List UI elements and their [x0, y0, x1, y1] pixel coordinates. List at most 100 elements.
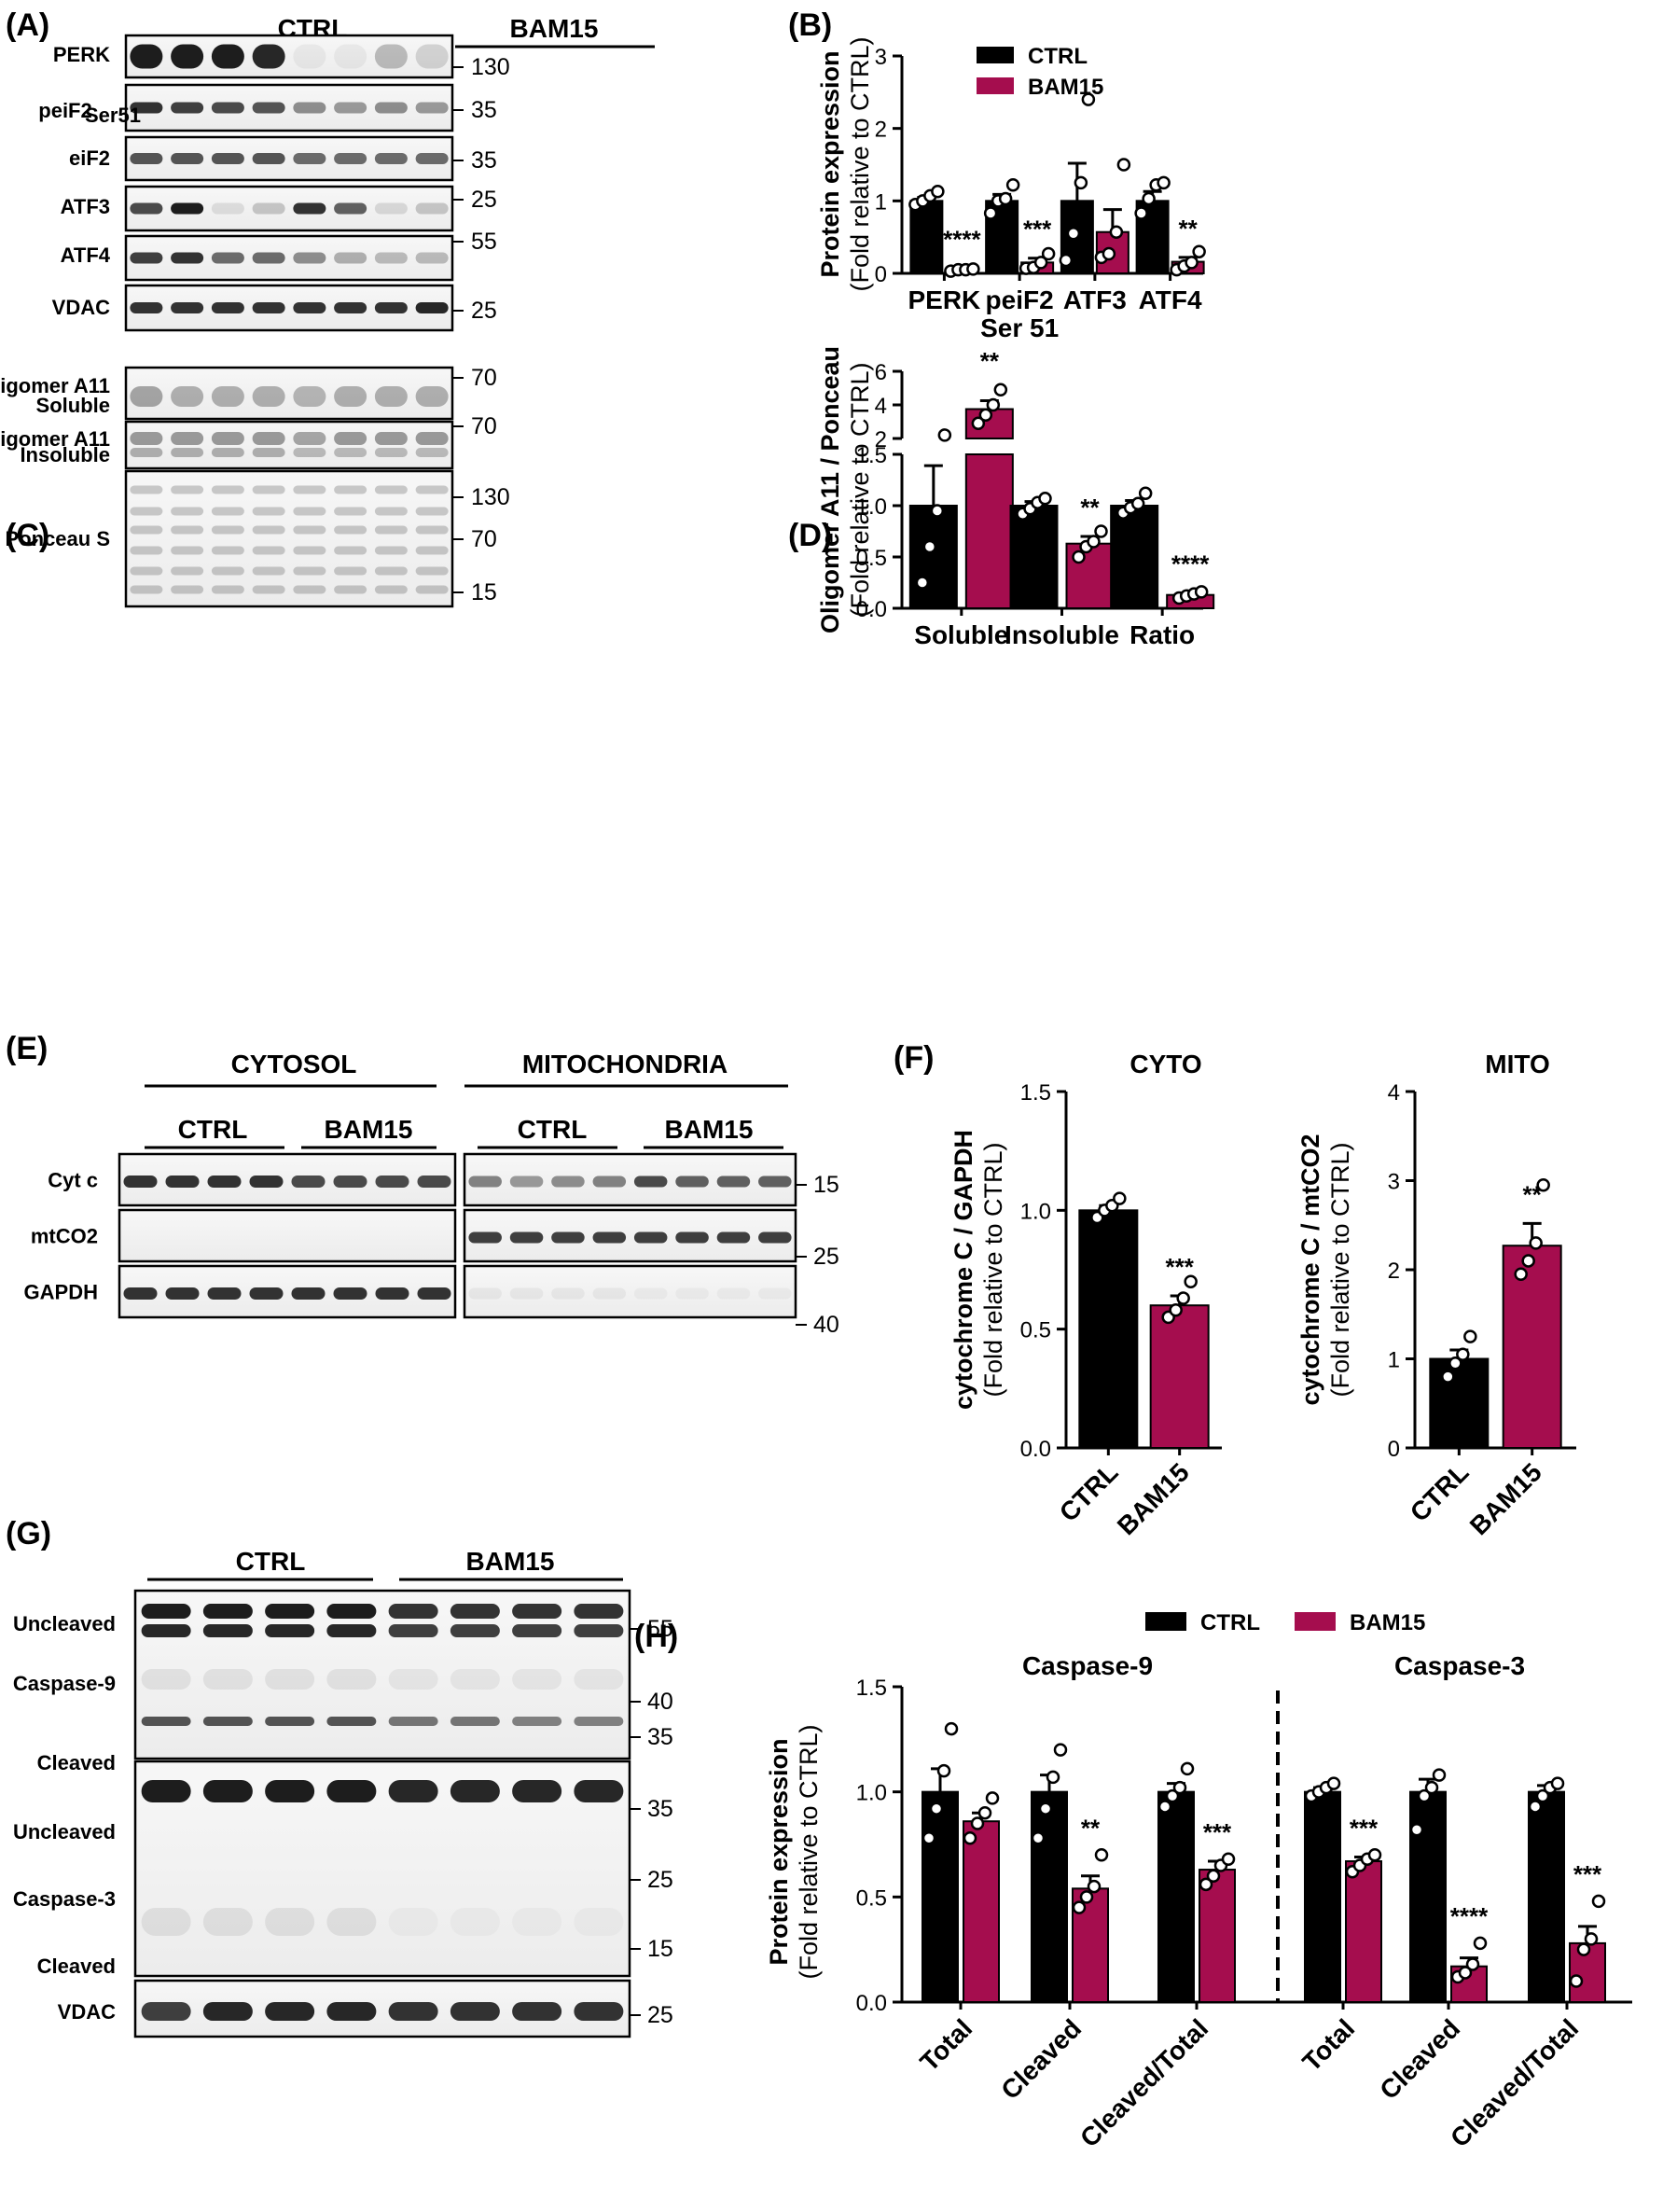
blot-c-band-row-2b-lane-1: [130, 448, 163, 457]
blot-a-band-row-6-lane-2: [171, 302, 204, 313]
chart-f-mito: 0 1 2 3 4 cytochrome C / mtCO2 (Fold relative …: [1296, 1050, 1576, 1540]
chart-d-dots-1-0-point-4: [1038, 492, 1052, 506]
blot-g-mw-5: 25: [647, 1867, 673, 1893]
blot-e-cyto-band-1-lane-6: [333, 1176, 367, 1188]
chart-h-dots-1-0-point-2: [1038, 1802, 1053, 1816]
blot-e-mito-band-1-lane-3: [551, 1176, 585, 1188]
chart-d-cat-2: Ratio: [1129, 620, 1195, 649]
blot-c-ponceau-band-1-lane-2: [171, 485, 204, 494]
blot-g-casp3-uncleaved-lane-6: [450, 1780, 500, 1802]
chart-h-dots-4-1-point-3: [1465, 1957, 1480, 1971]
blot-a-band-row-6-lane-5: [293, 302, 326, 313]
panel-letter-b: (B): [788, 7, 832, 43]
chart-f-cyto-dots-1-point-2: [1169, 1303, 1183, 1317]
blot-c-label-1: Oligomer A11: [0, 374, 110, 397]
chart-f-cyto-y-tick-label-1: 0.5: [1020, 1318, 1051, 1343]
blot-c-band-row-1-lane-8: [415, 386, 449, 407]
chart-h-dots-1-1-point-2: [1079, 1890, 1094, 1904]
chart-h-dots-2-0-point-3: [1172, 1780, 1187, 1795]
blot-c-ponceau-band-6-lane-5: [293, 585, 326, 594]
chart-d-dots-0-0-point-3: [930, 504, 945, 518]
chart-f-mito-dots-0-point-4: [1463, 1329, 1477, 1343]
blot-c-label-3: Ponceau S: [6, 527, 110, 550]
chart-d-sig-1: **: [1080, 494, 1100, 522]
blot-g-label-5: Caspase-3: [13, 1887, 116, 1911]
chart-f-mito-y-tick-label-4: 4: [1388, 1080, 1400, 1106]
blot-g-label-7: VDAC: [58, 2000, 116, 2024]
chart-d-dots-0-1-point-1: [971, 416, 986, 431]
blot-g-casp9-cleaved-lane-2: [202, 1717, 253, 1726]
blot-c-ponceau-band-6-lane-4: [252, 585, 285, 594]
blot-e-sub-ctrl-2: CTRL: [518, 1115, 588, 1144]
blot-e-mito-band-3-lane-5: [633, 1287, 668, 1300]
chart-h-dots-2-0-point-2: [1165, 1788, 1180, 1803]
chart-b-dots-0-1-point-4: [966, 262, 980, 276]
blot-c-ponceau-band-5-lane-3: [211, 566, 244, 576]
blot-g-vdac-band-lane-1: [141, 2002, 191, 2021]
chart-h-ylabel-1: Protein expression: [765, 1738, 793, 1965]
blot-a-band-row-1-lane-2: [171, 44, 204, 69]
chart-h-dots-2-1-point-1: [1199, 1877, 1213, 1892]
blot-e-cyto-band-3-lane-3: [207, 1287, 242, 1300]
blot-c-ponceau-band-6-lane-2: [171, 585, 204, 594]
blot-g-casp3-cleaved-lane-2: [202, 1908, 253, 1936]
blot-g-vdac-band-lane-8: [574, 2002, 624, 2021]
chart-h-y-tick-label-2: 1.0: [856, 1781, 887, 1806]
chart-b: 0 1 2 3 Protein expression (Fold relative to …: [816, 36, 1206, 342]
chart-b-y-tick-label-0: 0: [875, 262, 887, 287]
blot-g-casp9-uncleaved-b-lane-7: [512, 1624, 562, 1637]
blot-a-band-row-4-lane-7: [374, 202, 408, 215]
blot-c-band-row-2a-lane-5: [293, 432, 326, 445]
chart-d-dots-0-0-point-4: [937, 428, 952, 442]
blot-c-ponceau-band-5-lane-4: [252, 566, 285, 576]
chart-b-dots-2-0-point-1: [1059, 253, 1074, 268]
blot-a-band-row-4-lane-6: [334, 202, 367, 215]
chart-b-legend-bam15: BAM15: [1028, 75, 1103, 100]
blot-e-cyto-band-1-lane-2: [165, 1176, 200, 1188]
blot-e-mito-band-3-lane-6: [675, 1287, 709, 1300]
blot-g-casp3-cleaved-lane-3: [265, 1908, 315, 1936]
blot-g-casp9-uncleaved-a-lane-6: [450, 1604, 500, 1619]
chart-b-dots-2-1-point-4: [1116, 158, 1131, 172]
blot-c-band-row-2a-lane-6: [334, 432, 367, 445]
chart-d-sig-2: ****: [1171, 550, 1210, 578]
blot-g-label-4: Uncleaved: [13, 1820, 116, 1843]
blot-g-casp9-uncleaved-b-lane-6: [450, 1624, 500, 1637]
blot-c-ponceau-band-1-lane-8: [415, 485, 449, 494]
chart-d-dots-1-1-point-1: [1072, 550, 1086, 564]
blot-a-sublabel-2: Ser51: [85, 104, 141, 127]
blot-g-casp3-cleaved-lane-4: [326, 1908, 377, 1936]
chart-b-legend-swatch-bam15: [977, 77, 1014, 94]
blot-e-mito-band-3-lane-7: [716, 1287, 751, 1300]
chart-b-dots-2-1-point-3: [1109, 225, 1124, 239]
blot-e-mw-1: 15: [813, 1172, 839, 1198]
chart-f-cyto-cat-0: CTRL: [1054, 1457, 1124, 1527]
chart-b-y-tick-label-3: 3: [875, 45, 887, 70]
blot-a-mw-4: 25: [471, 187, 497, 213]
chart-d-y-tick-label-upper-1: 4: [875, 394, 887, 419]
blot-c-ponceau-band-3-lane-2: [171, 525, 204, 535]
chart-h-dots-4-1-point-2: [1458, 1966, 1473, 1980]
chart-d-y-tick-label-lower-3: 1.5: [856, 443, 887, 468]
blot-g-vdac-band-lane-6: [450, 2002, 500, 2021]
blot-e-mito-band-3-lane-4: [592, 1287, 627, 1300]
chart-f-mito-y-tick-label-0: 0: [1388, 1437, 1400, 1462]
chart-h-dots-5-0-point-1: [1528, 1800, 1543, 1814]
chart-d-cat-0: Soluble: [914, 620, 1008, 649]
blot-a-band-row-3-lane-5: [293, 153, 326, 164]
blot-c-label-2: Oligomer A11: [0, 427, 110, 451]
blot-g-casp9-smear-lane-3: [265, 1669, 315, 1690]
panel-letter-f: (F): [894, 1040, 934, 1076]
chart-h-dots-4-0-point-4: [1432, 1768, 1447, 1782]
chart-d-y-tick-label-lower-2: 1.0: [856, 494, 887, 520]
blot-e-mito-band-1-lane-8: [758, 1176, 792, 1188]
chart-d-ylabel-2: (Fold relative to CTRL): [846, 362, 874, 617]
chart-b-legend-ctrl: CTRL: [1028, 44, 1088, 69]
chart-f-cyto-title: CYTO: [1129, 1050, 1201, 1078]
blot-c-ponceau-band-6-lane-6: [334, 585, 367, 594]
chart-h-dots-4-0-point-2: [1417, 1788, 1432, 1803]
blot-e-mito-band-1-lane-6: [675, 1176, 709, 1188]
chart-h-cat-5: Cleaved/Total: [1445, 2013, 1584, 2152]
blot-c-ponceau-band-4-lane-6: [334, 546, 367, 555]
blot-a-band-row-6-lane-8: [415, 302, 449, 313]
